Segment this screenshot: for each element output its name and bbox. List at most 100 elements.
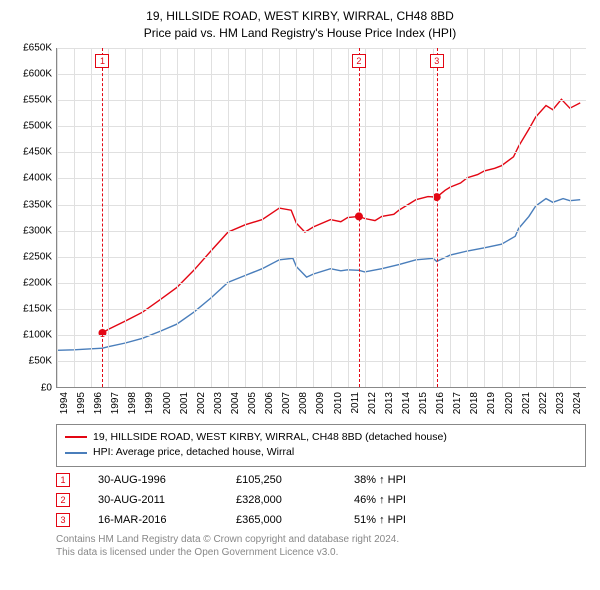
x-tick-label: 1998 xyxy=(127,392,138,414)
y-tick-label: £300K xyxy=(23,225,52,236)
gridline-vertical xyxy=(108,48,109,387)
y-tick-label: £200K xyxy=(23,277,52,288)
event-price: £105,250 xyxy=(236,474,326,486)
event-number-box: 3 xyxy=(56,513,70,527)
gridline-vertical xyxy=(382,48,383,387)
x-tick-label: 2009 xyxy=(315,392,326,414)
event-vertical-line xyxy=(102,48,103,387)
event-number-box: 1 xyxy=(56,473,70,487)
gridline-vertical xyxy=(245,48,246,387)
event-number-box: 2 xyxy=(56,493,70,507)
y-tick-label: £0 xyxy=(41,382,52,393)
x-tick-label: 2000 xyxy=(162,392,173,414)
legend-label: 19, HILLSIDE ROAD, WEST KIRBY, WIRRAL, C… xyxy=(93,430,447,446)
gridline-horizontal xyxy=(57,361,586,362)
gridline-vertical xyxy=(553,48,554,387)
event-price: £328,000 xyxy=(236,494,326,506)
gridline-vertical xyxy=(91,48,92,387)
x-tick-label: 2014 xyxy=(401,392,412,414)
x-tick-label: 2012 xyxy=(367,392,378,414)
event-date: 30-AUG-1996 xyxy=(98,474,208,486)
gridline-horizontal xyxy=(57,257,586,258)
legend-swatch xyxy=(65,436,87,438)
x-tick-label: 2001 xyxy=(179,392,190,414)
x-tick-label: 1996 xyxy=(93,392,104,414)
x-tick-label: 2007 xyxy=(281,392,292,414)
x-tick-label: 2024 xyxy=(572,392,583,414)
event-date: 16-MAR-2016 xyxy=(98,514,208,526)
event-vertical-line xyxy=(359,48,360,387)
chart-title-block: 19, HILLSIDE ROAD, WEST KIRBY, WIRRAL, C… xyxy=(12,8,588,42)
x-tick-label: 2004 xyxy=(230,392,241,414)
x-tick-label: 2002 xyxy=(196,392,207,414)
event-price: £365,000 xyxy=(236,514,326,526)
gridline-horizontal xyxy=(57,231,586,232)
x-tick-label: 2005 xyxy=(247,392,258,414)
event-hpi-delta: 46% ↑ HPI xyxy=(354,494,406,506)
event-hpi-delta: 51% ↑ HPI xyxy=(354,514,406,526)
x-tick-label: 2023 xyxy=(555,392,566,414)
x-tick-label: 2017 xyxy=(452,392,463,414)
title-line-1: 19, HILLSIDE ROAD, WEST KIRBY, WIRRAL, C… xyxy=(12,8,588,25)
y-tick-label: £100K xyxy=(23,330,52,341)
x-tick-label: 2019 xyxy=(486,392,497,414)
event-vertical-line xyxy=(437,48,438,387)
gridline-vertical xyxy=(57,48,58,387)
gridline-vertical xyxy=(450,48,451,387)
event-row: 3 16-MAR-2016 £365,000 51% ↑ HPI xyxy=(56,513,586,527)
gridline-vertical xyxy=(399,48,400,387)
gridline-vertical xyxy=(160,48,161,387)
title-line-2: Price paid vs. HM Land Registry's House … xyxy=(12,25,588,42)
x-tick-label: 1995 xyxy=(76,392,87,414)
event-marker-box: 2 xyxy=(352,54,366,68)
gridline-vertical xyxy=(519,48,520,387)
gridline-vertical xyxy=(211,48,212,387)
y-axis: £0£50K£100K£150K£200K£250K£300K£350K£400… xyxy=(12,48,54,388)
x-tick-label: 2020 xyxy=(504,392,515,414)
gridline-vertical xyxy=(433,48,434,387)
event-hpi-delta: 38% ↑ HPI xyxy=(354,474,406,486)
chart-area: £0£50K£100K£150K£200K£250K£300K£350K£400… xyxy=(12,48,588,418)
y-tick-label: £400K xyxy=(23,173,52,184)
legend-label: HPI: Average price, detached house, Wirr… xyxy=(93,445,294,461)
y-tick-label: £350K xyxy=(23,199,52,210)
event-marker-box: 3 xyxy=(430,54,444,68)
gridline-vertical xyxy=(228,48,229,387)
event-row: 230-AUG-2011£328,00046% ↑ HPI xyxy=(56,493,586,507)
gridline-vertical xyxy=(416,48,417,387)
x-tick-label: 2003 xyxy=(213,392,224,414)
y-tick-label: £650K xyxy=(23,42,52,53)
gridline-vertical xyxy=(348,48,349,387)
attribution-line-1: Contains HM Land Registry data © Crown c… xyxy=(56,533,586,546)
gridline-vertical xyxy=(536,48,537,387)
gridline-vertical xyxy=(177,48,178,387)
gridline-vertical xyxy=(502,48,503,387)
x-tick-label: 2006 xyxy=(264,392,275,414)
x-tick-label: 2016 xyxy=(435,392,446,414)
gridline-vertical xyxy=(570,48,571,387)
gridline-vertical xyxy=(365,48,366,387)
y-tick-label: £50K xyxy=(29,356,52,367)
x-tick-label: 2018 xyxy=(469,392,480,414)
x-tick-label: 2011 xyxy=(350,392,361,414)
gridline-vertical xyxy=(125,48,126,387)
gridline-horizontal xyxy=(57,178,586,179)
series-line xyxy=(103,99,581,333)
gridline-vertical xyxy=(279,48,280,387)
gridline-vertical xyxy=(74,48,75,387)
x-tick-label: 2013 xyxy=(384,392,395,414)
gridline-horizontal xyxy=(57,309,586,310)
gridline-vertical xyxy=(484,48,485,387)
legend-row: HPI: Average price, detached house, Wirr… xyxy=(65,445,577,461)
x-tick-label: 1999 xyxy=(144,392,155,414)
x-tick-label: 2022 xyxy=(538,392,549,414)
gridline-vertical xyxy=(467,48,468,387)
gridline-horizontal xyxy=(57,283,586,284)
gridline-horizontal xyxy=(57,126,586,127)
y-tick-label: £150K xyxy=(23,304,52,315)
gridline-horizontal xyxy=(57,152,586,153)
events-table: 130-AUG-1996£105,25038% ↑ HPI230-AUG-201… xyxy=(56,473,586,527)
y-tick-label: £450K xyxy=(23,147,52,158)
gridline-vertical xyxy=(313,48,314,387)
attribution-line-2: This data is licensed under the Open Gov… xyxy=(56,546,586,559)
